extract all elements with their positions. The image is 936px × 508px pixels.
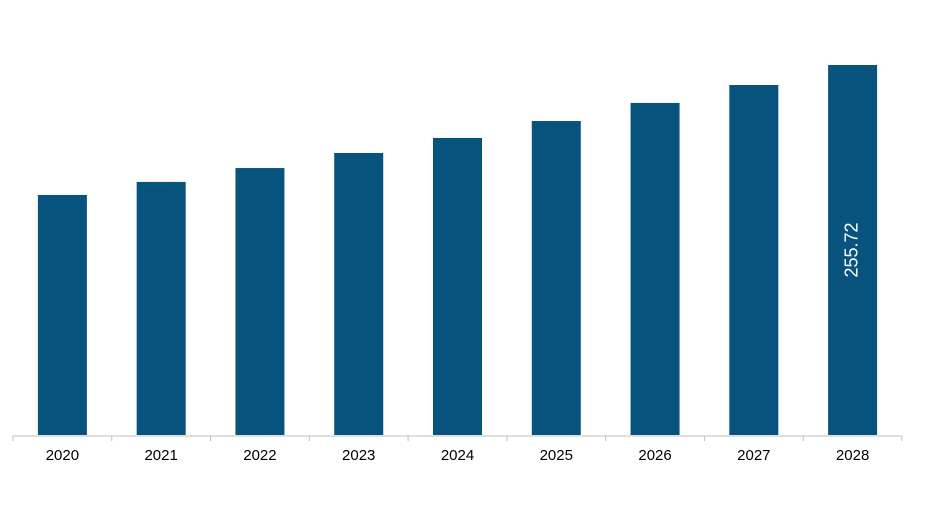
bar xyxy=(235,168,285,436)
x-tick-label: 2028 xyxy=(836,447,869,464)
bar xyxy=(334,153,384,435)
bar xyxy=(531,121,581,435)
x-tick-label: 2026 xyxy=(638,447,671,464)
x-tick-label: 2020 xyxy=(46,447,79,464)
x-tick-label: 2025 xyxy=(540,447,573,464)
x-tick-label: 2021 xyxy=(144,447,177,464)
x-tick-label: 2024 xyxy=(441,447,474,464)
bar xyxy=(136,181,186,435)
bar xyxy=(433,137,482,435)
bar xyxy=(37,194,87,435)
value-label: 255.72 xyxy=(841,222,861,277)
bar xyxy=(729,84,779,435)
x-tick-label: 2022 xyxy=(243,447,276,464)
x-tick-label: 2027 xyxy=(737,447,770,464)
bar xyxy=(828,65,878,435)
bar xyxy=(630,102,680,435)
x-tick-label: 2023 xyxy=(342,447,375,464)
